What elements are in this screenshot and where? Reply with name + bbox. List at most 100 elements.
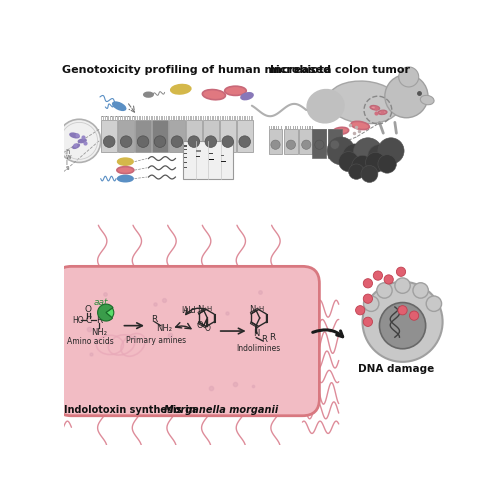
Circle shape bbox=[374, 271, 382, 280]
Bar bbox=[127, 116, 128, 120]
Text: N: N bbox=[253, 329, 260, 338]
Circle shape bbox=[271, 140, 280, 149]
Bar bbox=[149, 116, 150, 120]
Bar bbox=[196, 150, 201, 152]
Circle shape bbox=[380, 302, 426, 349]
Bar bbox=[186, 116, 187, 120]
Bar bbox=[122, 116, 123, 120]
Bar bbox=[174, 116, 176, 120]
Bar bbox=[210, 116, 211, 120]
Bar bbox=[135, 120, 151, 152]
Bar bbox=[161, 116, 162, 120]
Ellipse shape bbox=[351, 122, 370, 130]
Ellipse shape bbox=[70, 133, 79, 138]
Ellipse shape bbox=[334, 128, 348, 134]
Circle shape bbox=[171, 136, 182, 147]
Text: DNA damage: DNA damage bbox=[358, 364, 434, 374]
Bar bbox=[169, 120, 185, 152]
Circle shape bbox=[330, 140, 340, 149]
Bar bbox=[128, 116, 130, 120]
Bar bbox=[328, 130, 342, 154]
Bar bbox=[244, 116, 245, 120]
Ellipse shape bbox=[118, 176, 133, 182]
Circle shape bbox=[378, 138, 404, 164]
Bar bbox=[159, 116, 160, 120]
Circle shape bbox=[378, 154, 396, 173]
Circle shape bbox=[58, 120, 100, 162]
Bar bbox=[308, 126, 310, 130]
Bar bbox=[268, 130, 282, 154]
Circle shape bbox=[377, 283, 392, 298]
Circle shape bbox=[205, 136, 216, 147]
Circle shape bbox=[398, 306, 407, 315]
Circle shape bbox=[384, 275, 394, 284]
Bar bbox=[152, 116, 154, 120]
Bar bbox=[144, 116, 145, 120]
Text: IAld: IAld bbox=[182, 306, 196, 316]
Bar bbox=[202, 120, 219, 152]
Text: Indolimines: Indolimines bbox=[236, 344, 281, 353]
Circle shape bbox=[385, 74, 428, 118]
Bar bbox=[184, 153, 187, 154]
Bar bbox=[164, 116, 165, 120]
Circle shape bbox=[364, 296, 379, 312]
Bar bbox=[203, 116, 204, 120]
Bar bbox=[250, 116, 252, 120]
Bar bbox=[130, 116, 132, 120]
Bar bbox=[312, 126, 313, 130]
Circle shape bbox=[327, 137, 355, 164]
Text: O: O bbox=[204, 324, 210, 333]
Bar bbox=[276, 126, 277, 130]
Circle shape bbox=[342, 144, 367, 169]
Bar bbox=[227, 116, 228, 120]
Bar bbox=[252, 116, 253, 120]
Bar bbox=[312, 130, 326, 158]
Circle shape bbox=[315, 140, 324, 149]
Bar bbox=[194, 116, 196, 120]
Bar bbox=[186, 120, 202, 152]
Bar bbox=[152, 120, 168, 152]
Bar bbox=[184, 157, 187, 158]
Bar bbox=[236, 120, 253, 152]
Text: s: s bbox=[66, 165, 69, 171]
Ellipse shape bbox=[117, 166, 134, 173]
Circle shape bbox=[398, 67, 418, 87]
Circle shape bbox=[239, 136, 250, 147]
Bar bbox=[196, 116, 198, 120]
Text: O: O bbox=[196, 321, 203, 330]
Circle shape bbox=[104, 136, 115, 147]
Circle shape bbox=[338, 152, 358, 172]
Bar bbox=[142, 116, 143, 120]
Bar bbox=[166, 116, 167, 120]
Bar bbox=[132, 116, 133, 120]
Bar bbox=[169, 116, 170, 120]
Circle shape bbox=[286, 140, 296, 149]
Bar bbox=[137, 116, 138, 120]
Circle shape bbox=[222, 136, 234, 147]
Text: Primary amines: Primary amines bbox=[126, 336, 186, 345]
Bar bbox=[188, 116, 189, 120]
Circle shape bbox=[396, 267, 406, 276]
Text: R: R bbox=[96, 316, 102, 325]
Bar bbox=[312, 130, 326, 154]
Bar bbox=[240, 116, 242, 120]
Bar bbox=[193, 116, 194, 120]
Bar bbox=[105, 116, 106, 120]
Ellipse shape bbox=[420, 96, 434, 104]
Bar bbox=[305, 126, 306, 130]
Circle shape bbox=[356, 306, 365, 315]
Bar bbox=[125, 116, 126, 120]
Text: R: R bbox=[261, 335, 267, 344]
Bar bbox=[106, 116, 108, 120]
Bar bbox=[110, 116, 111, 120]
Bar bbox=[222, 161, 226, 162]
Circle shape bbox=[348, 164, 364, 180]
Circle shape bbox=[413, 283, 428, 298]
Bar bbox=[118, 116, 120, 120]
Circle shape bbox=[362, 282, 442, 362]
Bar bbox=[242, 116, 243, 120]
Ellipse shape bbox=[202, 90, 226, 100]
Bar bbox=[307, 126, 308, 130]
Bar bbox=[176, 116, 177, 120]
Bar bbox=[120, 116, 121, 120]
